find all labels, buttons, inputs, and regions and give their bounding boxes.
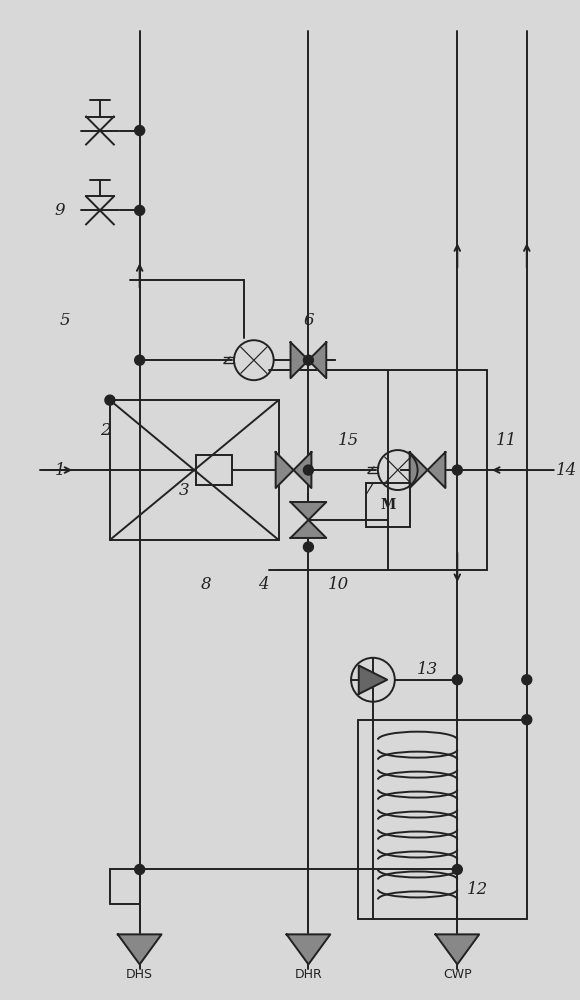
- Polygon shape: [427, 452, 445, 488]
- Text: 12: 12: [466, 881, 488, 898]
- Polygon shape: [293, 452, 311, 488]
- Circle shape: [522, 715, 532, 725]
- Circle shape: [522, 675, 532, 685]
- Text: 7: 7: [362, 482, 374, 499]
- Text: 11: 11: [496, 432, 517, 449]
- Text: 4: 4: [259, 576, 269, 593]
- Text: 5: 5: [60, 312, 71, 329]
- Polygon shape: [291, 520, 327, 538]
- Polygon shape: [287, 934, 330, 964]
- Circle shape: [135, 126, 144, 136]
- Polygon shape: [409, 452, 427, 488]
- Polygon shape: [436, 934, 479, 964]
- Circle shape: [303, 465, 313, 475]
- Polygon shape: [359, 665, 387, 694]
- Circle shape: [452, 465, 462, 475]
- Circle shape: [452, 675, 462, 685]
- Polygon shape: [118, 934, 161, 964]
- Text: 6: 6: [303, 312, 314, 329]
- Polygon shape: [291, 342, 309, 378]
- Polygon shape: [276, 452, 293, 488]
- Text: 8: 8: [201, 576, 212, 593]
- Text: 9: 9: [55, 202, 66, 219]
- Circle shape: [135, 355, 144, 365]
- Circle shape: [105, 395, 115, 405]
- Circle shape: [452, 864, 462, 874]
- Text: 14: 14: [556, 462, 577, 479]
- Text: 13: 13: [417, 661, 438, 678]
- Polygon shape: [309, 342, 327, 378]
- Text: 2: 2: [100, 422, 110, 439]
- Circle shape: [135, 864, 144, 874]
- Text: 3: 3: [179, 482, 190, 499]
- Circle shape: [303, 542, 313, 552]
- Circle shape: [135, 205, 144, 215]
- Text: 10: 10: [328, 576, 349, 593]
- Text: CWP: CWP: [443, 968, 472, 981]
- Polygon shape: [291, 502, 327, 520]
- Text: 1: 1: [55, 462, 66, 479]
- Text: DHS: DHS: [126, 968, 153, 981]
- Text: 15: 15: [338, 432, 359, 449]
- Circle shape: [303, 355, 313, 365]
- Text: DHR: DHR: [295, 968, 322, 981]
- Bar: [366, 483, 409, 527]
- Text: M: M: [380, 498, 396, 512]
- Bar: [196, 455, 232, 485]
